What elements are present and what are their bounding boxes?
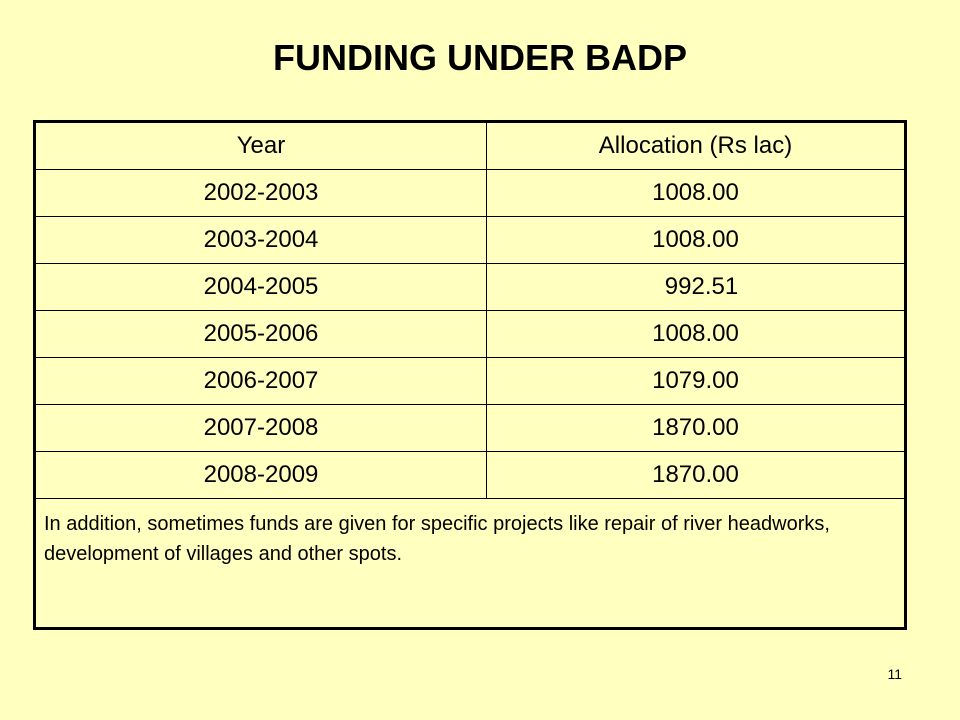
year-cell: 2003-2004 xyxy=(33,216,487,264)
note-text: In addition, sometimes funds are given f… xyxy=(33,498,907,630)
slide-number: 11 xyxy=(887,666,902,682)
header-allocation: Allocation (Rs lac) xyxy=(486,120,907,170)
table-row: 2008-2009 1870.00 xyxy=(33,451,907,499)
table-row: 2006-2007 1079.00 xyxy=(33,357,907,405)
allocation-cell: 992.51 xyxy=(486,263,907,311)
allocation-cell: 1008.00 xyxy=(486,310,907,358)
year-cell: 2004-2005 xyxy=(33,263,487,311)
allocation-cell: 1008.00 xyxy=(486,216,907,264)
year-cell: 2002-2003 xyxy=(33,169,487,217)
table-row: 2002-2003 1008.00 xyxy=(33,169,907,217)
table-row: 2007-2008 1870.00 xyxy=(33,404,907,452)
header-year: Year xyxy=(33,120,487,170)
funding-table: Year Allocation (Rs lac) 2002-2003 1008.… xyxy=(33,120,907,630)
year-cell: 2006-2007 xyxy=(33,357,487,405)
table-header-row: Year Allocation (Rs lac) xyxy=(33,120,907,170)
year-cell: 2007-2008 xyxy=(33,404,487,452)
allocation-cell: 1870.00 xyxy=(486,404,907,452)
note-row: In addition, sometimes funds are given f… xyxy=(33,498,907,630)
table-row: 2004-2005 992.51 xyxy=(33,263,907,311)
allocation-cell: 1079.00 xyxy=(486,357,907,405)
year-cell: 2008-2009 xyxy=(33,451,487,499)
allocation-cell: 1008.00 xyxy=(486,169,907,217)
table-row: 2003-2004 1008.00 xyxy=(33,216,907,264)
year-cell: 2005-2006 xyxy=(33,310,487,358)
allocation-cell: 1870.00 xyxy=(486,451,907,499)
slide-title: FUNDING UNDER BADP xyxy=(273,37,687,78)
table-row: 2005-2006 1008.00 xyxy=(33,310,907,358)
